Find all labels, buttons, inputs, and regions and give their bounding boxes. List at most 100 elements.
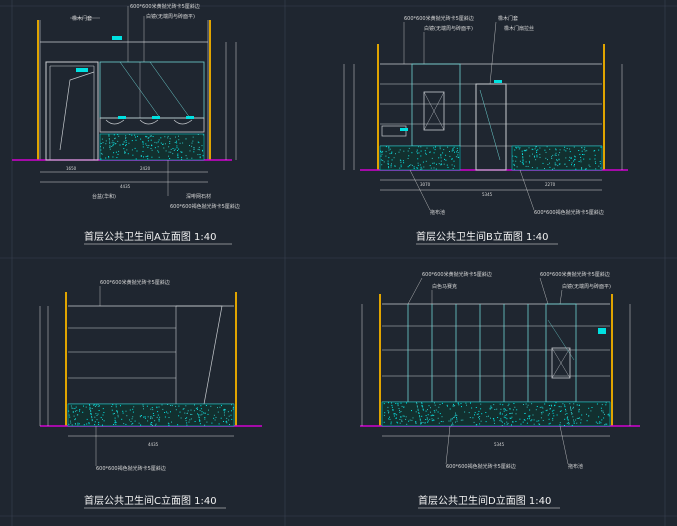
speckle bbox=[109, 145, 111, 147]
speckle bbox=[453, 405, 455, 407]
speckle bbox=[506, 414, 508, 416]
speckle bbox=[158, 420, 160, 422]
speckle bbox=[199, 157, 201, 159]
speckle bbox=[226, 420, 228, 422]
speckle bbox=[168, 151, 170, 153]
speckle bbox=[102, 418, 103, 420]
speckle bbox=[540, 417, 542, 419]
speckle bbox=[407, 158, 409, 159]
note-d-partition: 白色马赛克 bbox=[432, 283, 457, 290]
speckle bbox=[480, 403, 482, 405]
speckle bbox=[424, 150, 426, 152]
speckle bbox=[228, 415, 230, 417]
speckle bbox=[438, 406, 440, 408]
speckle bbox=[184, 412, 186, 414]
speckle bbox=[218, 423, 220, 425]
speckle bbox=[139, 416, 141, 418]
speckle bbox=[535, 409, 537, 411]
speckle bbox=[470, 402, 471, 404]
note-c-top-tile: 600*600米黄抛光砖卡5厘斜边 bbox=[100, 279, 170, 286]
speckle bbox=[500, 418, 502, 420]
speckle bbox=[519, 418, 521, 420]
speckle bbox=[401, 419, 403, 421]
speckle bbox=[431, 418, 433, 420]
speckle bbox=[573, 146, 575, 148]
speckle bbox=[178, 405, 180, 407]
speckle bbox=[573, 160, 575, 162]
speckle bbox=[73, 415, 75, 417]
speckle bbox=[108, 156, 110, 157]
speckle bbox=[420, 422, 422, 424]
note-a-bottom-tile: 600*600褐色抛光砖卡5厘斜边 bbox=[170, 203, 240, 210]
speckle bbox=[192, 140, 194, 142]
speckle bbox=[590, 410, 592, 412]
speckle bbox=[420, 423, 422, 425]
speckle bbox=[525, 165, 527, 167]
speckle bbox=[109, 142, 111, 144]
speckle bbox=[556, 160, 558, 162]
speckle bbox=[190, 413, 192, 415]
speckle bbox=[455, 412, 456, 414]
speckle bbox=[380, 159, 382, 161]
speckle bbox=[390, 164, 392, 166]
speckle bbox=[517, 146, 519, 148]
speckle bbox=[147, 137, 149, 139]
speckle bbox=[542, 407, 544, 409]
speckle bbox=[422, 406, 424, 408]
speckle bbox=[159, 416, 161, 418]
speckle bbox=[217, 411, 219, 413]
speckle bbox=[220, 417, 222, 419]
speckle bbox=[114, 138, 116, 140]
speckle bbox=[167, 412, 169, 414]
speckle bbox=[102, 424, 103, 426]
speckle bbox=[91, 417, 93, 419]
speckle bbox=[198, 142, 200, 144]
speckle bbox=[387, 163, 389, 165]
speckle bbox=[497, 417, 499, 418]
speckle bbox=[142, 405, 144, 407]
speckle bbox=[571, 413, 573, 414]
speckle bbox=[422, 161, 424, 163]
speckle bbox=[515, 413, 517, 415]
speckle bbox=[416, 403, 418, 405]
speckle bbox=[456, 147, 458, 149]
speckle bbox=[390, 421, 392, 423]
speckle bbox=[425, 415, 427, 417]
speckle bbox=[568, 423, 570, 425]
speckle bbox=[90, 413, 92, 415]
speckle bbox=[506, 423, 508, 425]
speckle bbox=[143, 416, 145, 418]
speckle bbox=[522, 162, 524, 164]
speckle bbox=[554, 154, 556, 156]
speckle bbox=[416, 149, 418, 151]
speckle bbox=[445, 159, 447, 161]
speckle bbox=[150, 416, 152, 417]
speckle bbox=[551, 405, 553, 407]
speckle bbox=[380, 151, 382, 153]
speckle bbox=[231, 410, 232, 412]
speckle bbox=[185, 418, 187, 419]
speckle bbox=[86, 418, 88, 420]
speckle bbox=[398, 151, 400, 153]
speckle bbox=[224, 410, 226, 412]
speckle bbox=[514, 149, 516, 151]
speckle bbox=[438, 163, 440, 165]
speckle bbox=[455, 421, 456, 423]
speckle bbox=[441, 416, 443, 418]
speckle bbox=[576, 422, 578, 424]
speckle bbox=[416, 402, 417, 404]
speckle bbox=[199, 420, 201, 422]
speckle bbox=[513, 164, 515, 166]
speckle bbox=[531, 167, 533, 168]
speckle bbox=[71, 424, 73, 426]
speckle bbox=[544, 168, 545, 169]
speckle bbox=[564, 425, 565, 426]
speckle bbox=[422, 408, 424, 410]
speckle bbox=[489, 408, 491, 410]
speckle bbox=[415, 423, 417, 424]
speckle bbox=[71, 407, 73, 409]
speckle bbox=[564, 406, 566, 408]
speckle bbox=[522, 159, 524, 161]
speckle bbox=[456, 420, 458, 422]
speckle bbox=[420, 150, 422, 152]
